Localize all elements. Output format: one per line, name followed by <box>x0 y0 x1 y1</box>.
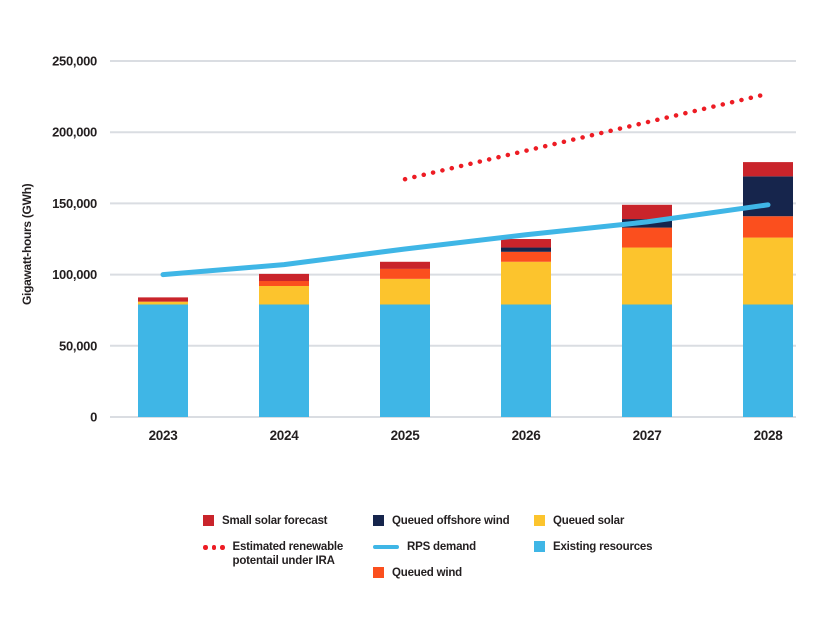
legend-item: Small solar forecast <box>203 514 343 529</box>
legend-column: Queued offshore wind RPS demand Queued win… <box>373 514 510 581</box>
legend-item: Queued offshore wind <box>373 514 510 529</box>
legend-column: Small solar forecast Estimated renewable … <box>203 514 343 568</box>
bar-segment <box>743 216 793 238</box>
stacked-bar-chart: 0 50,000 100,000 150,000 200,000 250,000 Gigaw… <box>20 54 796 443</box>
bar-segment <box>743 304 793 417</box>
chart-legend: Small solar forecast Estimated renewable … <box>0 514 826 604</box>
bar-segment <box>501 261 551 305</box>
y-tick-label: 250,000 <box>52 54 97 69</box>
legend-dotted-line-marker-icon <box>203 545 225 550</box>
y-tick-label: 50,000 <box>59 338 97 353</box>
x-tick-label: 2023 <box>149 428 179 443</box>
bar-segment <box>380 304 430 417</box>
bar-segment <box>380 278 430 305</box>
y-axis-title: Gigawatt-hours (GWh) <box>20 183 34 305</box>
bar-segment <box>622 304 672 417</box>
rps-demand-line <box>160 202 771 278</box>
bar-segment <box>380 261 430 269</box>
y-tick-label: 150,000 <box>52 196 97 211</box>
bar-segment <box>622 227 672 248</box>
bar-segment <box>622 204 672 220</box>
bar-segment <box>501 239 551 248</box>
legend-item: Queued solar <box>534 514 652 529</box>
bar-segment <box>138 301 188 305</box>
legend-item: RPS demand <box>373 540 509 555</box>
legend-label: Small solar forecast <box>222 515 328 527</box>
legend-label: Queued wind <box>392 567 462 579</box>
bar-segment <box>259 273 309 282</box>
legend-square-swatch-icon <box>203 515 214 526</box>
bar-segment <box>743 237 793 305</box>
bar-segment <box>622 247 672 305</box>
legend-square-swatch-icon <box>373 567 384 578</box>
y-tick-label: 200,000 <box>52 125 97 140</box>
bar-segment <box>138 297 188 302</box>
x-tick-label: 2025 <box>391 428 421 443</box>
bar-segment <box>138 304 188 417</box>
x-tick-label: 2027 <box>633 428 662 443</box>
legend-label: Queued offshore wind <box>392 515 510 527</box>
legend-item: Queued wind <box>373 566 509 581</box>
legend-label: RPS demand <box>407 541 476 553</box>
x-tick-label: 2024 <box>270 428 300 443</box>
ira-potential-line <box>402 91 771 182</box>
bar-segment <box>501 251 551 262</box>
chart-canvas: 0 50,000 100,000 150,000 200,000 250,000 Gigaw… <box>20 54 796 443</box>
bar-segment <box>259 304 309 417</box>
y-tick-label: 0 <box>90 410 97 425</box>
bar-segment <box>501 247 551 252</box>
bar-segment <box>501 304 551 417</box>
legend-item: Estimated renewable potentail under IRA <box>203 540 343 568</box>
x-tick-label: 2026 <box>512 428 542 443</box>
legend-square-swatch-icon <box>534 515 545 526</box>
legend-label: Existing resources <box>553 541 653 553</box>
bar-segment <box>259 285 309 305</box>
y-tick-label: 100,000 <box>52 267 97 282</box>
legend-square-swatch-icon <box>373 515 384 526</box>
legend-column: Queued solar Existing resources <box>534 514 653 555</box>
bar-segment <box>743 162 793 177</box>
legend-line-marker-icon <box>373 545 399 549</box>
legend-square-swatch-icon <box>534 541 545 552</box>
legend-label: Estimated renewable potentail under IRA <box>232 541 344 568</box>
legend-label: Queued solar <box>553 515 625 527</box>
legend-item: Existing resources <box>534 540 653 555</box>
x-tick-label: 2028 <box>754 428 784 443</box>
bar-segment <box>259 281 309 286</box>
bar-segment <box>380 268 430 279</box>
bar-segment <box>743 176 793 217</box>
